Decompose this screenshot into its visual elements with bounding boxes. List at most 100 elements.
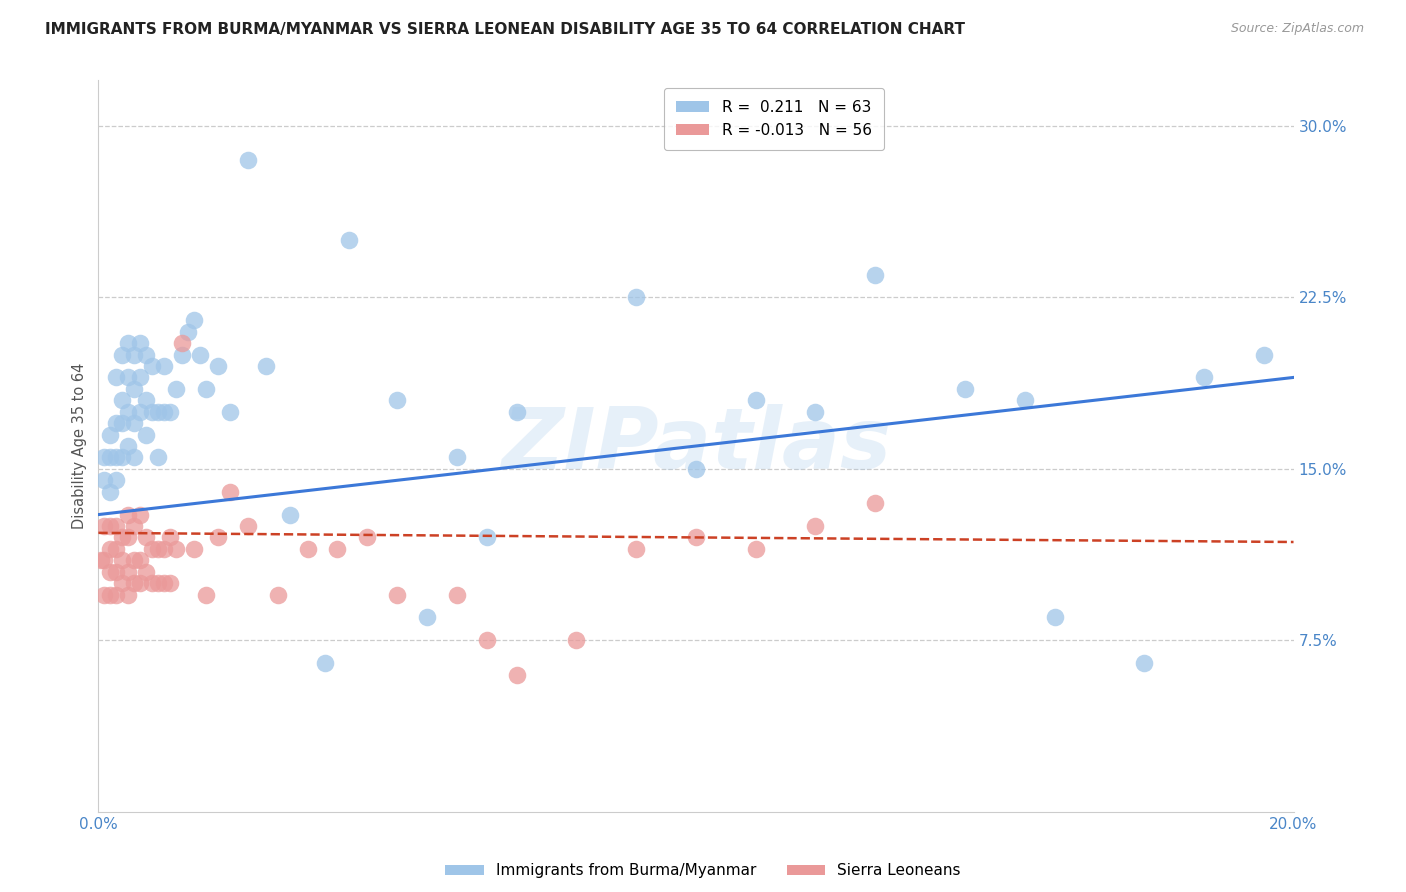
Point <box>506 667 529 681</box>
Point <box>129 553 152 567</box>
Point <box>446 588 468 602</box>
Point <box>117 370 139 384</box>
Text: IMMIGRANTS FROM BURMA/MYANMAR VS SIERRA LEONEAN DISABILITY AGE 35 TO 64 CORRELAT: IMMIGRANTS FROM BURMA/MYANMAR VS SIERRA … <box>45 22 965 37</box>
Text: ZIPatlas: ZIPatlas <box>501 404 891 488</box>
Point <box>93 588 115 602</box>
Point <box>236 519 259 533</box>
Point <box>105 473 128 487</box>
Point <box>385 588 409 602</box>
Point <box>1192 370 1215 384</box>
Point <box>804 519 827 533</box>
Point <box>117 336 139 351</box>
Point <box>865 496 887 510</box>
Point <box>148 450 170 465</box>
Point <box>685 462 707 476</box>
Point <box>172 336 194 351</box>
Point <box>129 576 152 591</box>
Point <box>129 405 152 419</box>
Point <box>804 405 827 419</box>
Point <box>135 530 157 544</box>
Point <box>219 405 242 419</box>
Point <box>141 541 163 556</box>
Point <box>117 530 139 544</box>
Point <box>135 565 157 579</box>
Point <box>219 484 242 499</box>
Point <box>93 519 115 533</box>
Point <box>183 313 205 327</box>
Point <box>685 530 707 544</box>
Point <box>159 530 181 544</box>
Point <box>124 576 146 591</box>
Point <box>105 370 128 384</box>
Point <box>745 393 768 408</box>
Point <box>98 588 122 602</box>
Point <box>188 347 211 362</box>
Point <box>117 508 139 522</box>
Point <box>1253 347 1275 362</box>
Point <box>124 450 146 465</box>
Point <box>195 382 218 396</box>
Point <box>117 439 139 453</box>
Point <box>111 393 134 408</box>
Point <box>105 565 128 579</box>
Point <box>111 416 134 430</box>
Point <box>93 553 115 567</box>
Point <box>626 541 648 556</box>
Point <box>124 347 146 362</box>
Point <box>141 405 163 419</box>
Point <box>141 359 163 373</box>
Point <box>98 565 122 579</box>
Point <box>339 233 361 247</box>
Point <box>111 347 134 362</box>
Point <box>315 656 337 670</box>
Point <box>297 541 319 556</box>
Y-axis label: Disability Age 35 to 64: Disability Age 35 to 64 <box>72 363 87 529</box>
Point <box>124 416 146 430</box>
Point <box>117 405 139 419</box>
Point <box>326 541 349 556</box>
Point <box>135 347 157 362</box>
Point <box>153 359 176 373</box>
Point <box>626 290 648 304</box>
Point <box>111 530 134 544</box>
Point <box>207 530 229 544</box>
Legend: R =  0.211   N = 63, R = -0.013   N = 56: R = 0.211 N = 63, R = -0.013 N = 56 <box>664 88 884 150</box>
Point <box>93 450 115 465</box>
Point <box>105 519 128 533</box>
Point <box>159 405 181 419</box>
Point <box>745 541 768 556</box>
Point <box>135 427 157 442</box>
Point <box>129 336 152 351</box>
Point <box>446 450 468 465</box>
Point <box>124 519 146 533</box>
Point <box>565 633 588 648</box>
Point <box>129 370 152 384</box>
Point <box>153 405 176 419</box>
Point <box>236 153 259 168</box>
Point <box>148 405 170 419</box>
Point <box>98 519 122 533</box>
Point <box>159 576 181 591</box>
Point <box>165 382 187 396</box>
Point <box>93 473 115 487</box>
Point <box>111 450 134 465</box>
Point <box>865 268 887 282</box>
Point <box>356 530 378 544</box>
Point <box>153 541 176 556</box>
Point <box>129 508 152 522</box>
Point <box>506 405 529 419</box>
Point <box>98 484 122 499</box>
Point <box>172 347 194 362</box>
Point <box>105 588 128 602</box>
Point <box>148 541 170 556</box>
Text: Source: ZipAtlas.com: Source: ZipAtlas.com <box>1230 22 1364 36</box>
Point <box>124 553 146 567</box>
Point <box>1133 656 1156 670</box>
Point <box>124 382 146 396</box>
Point <box>475 633 498 648</box>
Point <box>105 450 128 465</box>
Point <box>385 393 409 408</box>
Point <box>98 427 122 442</box>
Point <box>111 576 134 591</box>
Legend: Immigrants from Burma/Myanmar, Sierra Leoneans: Immigrants from Burma/Myanmar, Sierra Le… <box>439 857 967 884</box>
